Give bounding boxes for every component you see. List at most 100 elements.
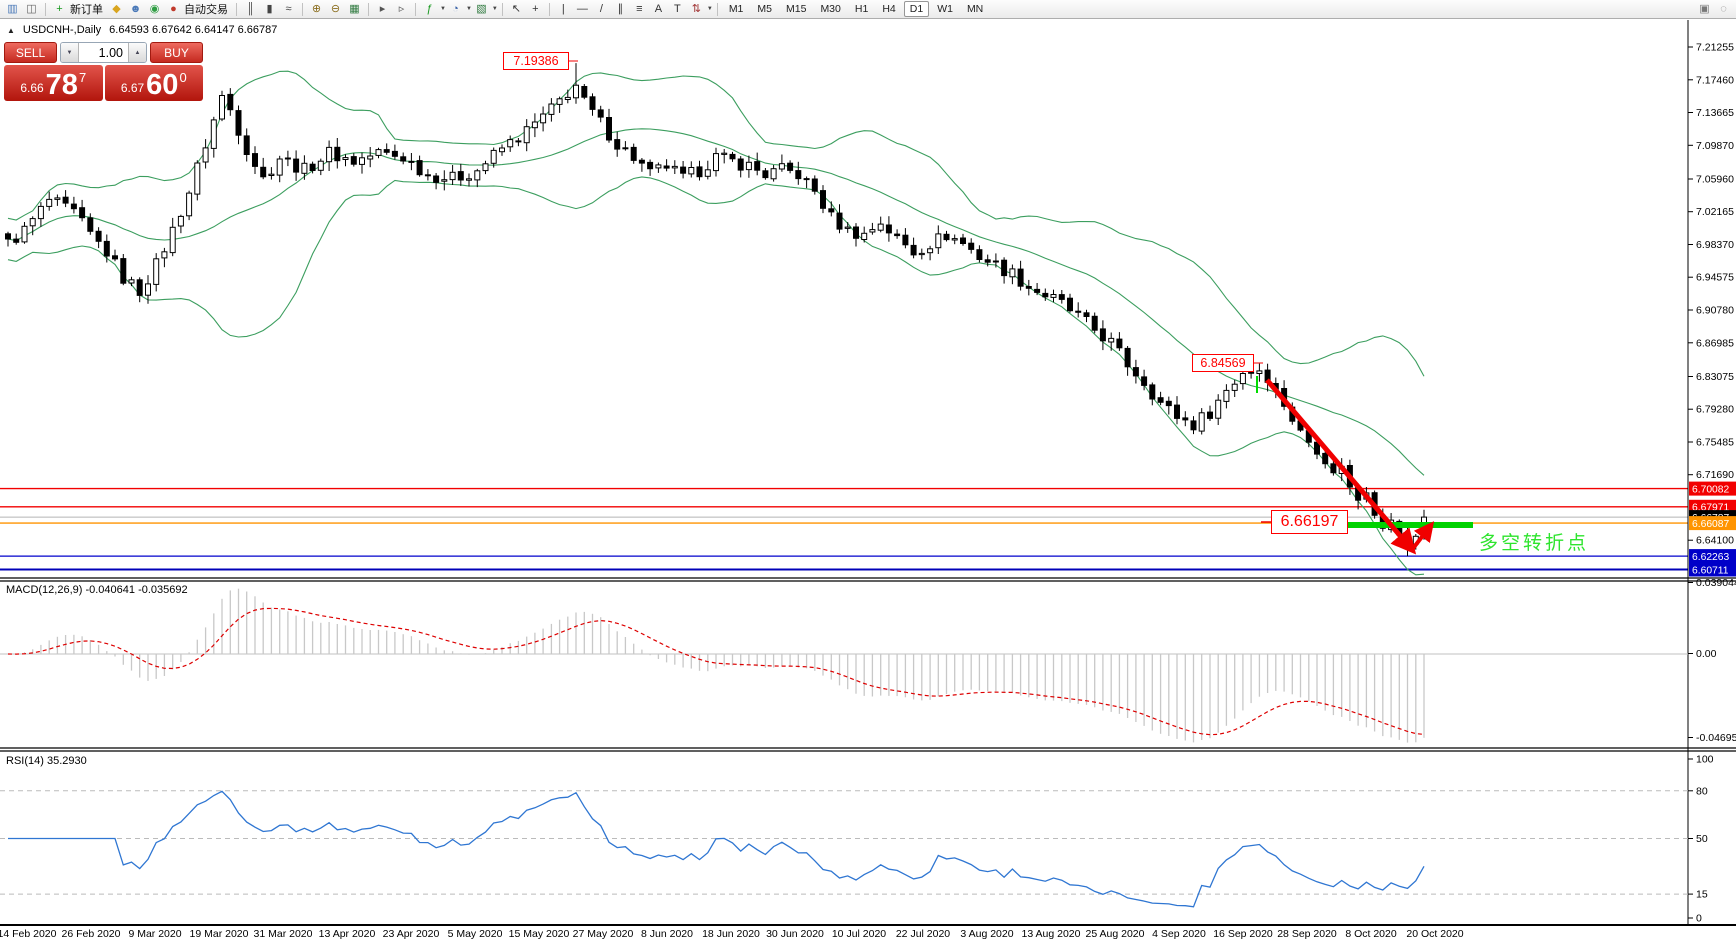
- sell-price-pip: 7: [78, 70, 87, 85]
- svg-text:8 Jun 2020: 8 Jun 2020: [641, 928, 693, 940]
- new-order-icon-label[interactable]: 新订单: [70, 4, 103, 16]
- bar-chart-icon[interactable]: ║: [246, 3, 255, 15]
- rsi-indicator-title: RSI(14) 35.2930: [6, 755, 87, 767]
- zoom-out-icon[interactable]: ⊖: [330, 3, 341, 15]
- periods-icon-dropdown[interactable]: ▼: [465, 6, 472, 12]
- svg-text:9 Mar 2020: 9 Mar 2020: [128, 928, 181, 940]
- cursor-icon[interactable]: ↖: [511, 3, 521, 15]
- svg-text:19 Mar 2020: 19 Mar 2020: [190, 928, 249, 940]
- arrows-icon[interactable]: ⇅: [691, 3, 701, 15]
- svg-text:6.67971: 6.67971: [1692, 503, 1729, 514]
- channel-icon[interactable]: ∥: [617, 3, 624, 15]
- horizontal-line-icon[interactable]: —: [576, 3, 588, 15]
- bounce-arrow[interactable]: [1409, 521, 1435, 553]
- crosshair-icon[interactable]: +: [532, 3, 539, 15]
- timeframe-button-mn[interactable]: MN: [966, 3, 984, 15]
- timeframe-button-m1[interactable]: M1: [728, 3, 744, 15]
- templates-icon[interactable]: ▧: [476, 3, 487, 15]
- svg-text:7.13665: 7.13665: [1696, 107, 1734, 119]
- vertical-line-icon[interactable]: |: [561, 3, 565, 15]
- svg-text:6.79280: 6.79280: [1696, 404, 1734, 416]
- label-icon[interactable]: T: [673, 3, 681, 15]
- fibonacci-icon[interactable]: ≡: [636, 3, 643, 15]
- price-axis: 7.21255 7.17460 7.13665 7.09870 7.05960 7.021…: [1688, 42, 1736, 925]
- lot-size-stepper: ▼ 1.00 ▲: [60, 42, 147, 63]
- data-window-icon[interactable]: ◫: [26, 3, 37, 15]
- lot-decrease-button[interactable]: ▼: [61, 43, 79, 62]
- svg-text:8 Oct 2020: 8 Oct 2020: [1345, 928, 1397, 940]
- market-watch-icon[interactable]: ▥: [7, 3, 18, 15]
- toolbar-separator: [302, 2, 303, 16]
- svg-text:6.94575: 6.94575: [1696, 272, 1734, 284]
- svg-text:7.02165: 7.02165: [1696, 206, 1734, 218]
- candle-chart-icon[interactable]: ▮: [266, 3, 273, 15]
- svg-text:26 Feb 2020: 26 Feb 2020: [62, 928, 121, 940]
- svg-text:18 Jun 2020: 18 Jun 2020: [702, 928, 760, 940]
- svg-text:5 May 2020: 5 May 2020: [448, 928, 503, 940]
- timeframe-button-w1[interactable]: W1: [937, 3, 953, 15]
- svg-text:6.60711: 6.60711: [1692, 565, 1729, 576]
- buy-button[interactable]: BUY: [150, 42, 203, 63]
- experts-icon[interactable]: ☻: [129, 3, 142, 15]
- lot-increase-button[interactable]: ▲: [128, 43, 146, 62]
- svg-text:6.64100: 6.64100: [1696, 535, 1734, 547]
- search-icon[interactable]: ◌: [1720, 3, 1727, 15]
- timeframe-button-h1[interactable]: H1: [854, 3, 869, 15]
- history-center-icon[interactable]: ◆: [112, 3, 121, 15]
- sell-price-display[interactable]: 6.66 78 7: [4, 65, 103, 101]
- zoom-in-icon[interactable]: ⊕: [311, 3, 322, 15]
- svg-text:14 Feb 2020: 14 Feb 2020: [0, 928, 57, 940]
- auto-trading-icon[interactable]: ●: [170, 3, 177, 15]
- svg-text:-0.046959: -0.046959: [1696, 732, 1736, 744]
- symbol-period-label: USDCNH-,Daily: [22, 24, 102, 36]
- svg-text:15 May 2020: 15 May 2020: [509, 928, 570, 940]
- support-price-label[interactable]: 6.66197: [1271, 510, 1348, 534]
- buy-price-main: 60: [146, 69, 179, 101]
- downtrend-arrow[interactable]: [1265, 378, 1417, 555]
- svg-text:3 Aug 2020: 3 Aug 2020: [960, 928, 1013, 940]
- indicators-icon-dropdown[interactable]: ▼: [440, 6, 446, 12]
- tile-windows-icon[interactable]: ▦: [349, 3, 360, 15]
- price-badge: [1689, 562, 1736, 577]
- svg-text:6.86985: 6.86985: [1696, 337, 1734, 349]
- high-price-label[interactable]: 7.19386: [503, 52, 569, 70]
- auto-trading-icon-label[interactable]: 自动交易: [184, 4, 228, 16]
- timeframe-button-m5[interactable]: M5: [757, 3, 772, 15]
- trendline-icon[interactable]: /: [599, 3, 603, 15]
- price-badge: [1689, 549, 1736, 564]
- toolbar-separator: [415, 2, 416, 16]
- swing-high-price-label[interactable]: 6.84569: [1192, 354, 1254, 372]
- signals-icon[interactable]: ◉: [149, 3, 160, 15]
- svg-text:13 Aug 2020: 13 Aug 2020: [1022, 928, 1081, 940]
- buy-price-pip: 0: [179, 70, 187, 85]
- auto-scroll-icon[interactable]: ▸: [379, 3, 386, 15]
- lot-size-input[interactable]: 1.00: [98, 46, 123, 60]
- line-chart-icon[interactable]: ≈: [285, 3, 292, 15]
- sell-button[interactable]: SELL: [4, 42, 57, 63]
- collapse-panel-icon[interactable]: ▲: [7, 25, 15, 35]
- svg-text:30 Jun 2020: 30 Jun 2020: [766, 928, 824, 940]
- svg-text:7.09870: 7.09870: [1696, 140, 1734, 152]
- svg-text:28 Sep 2020: 28 Sep 2020: [1277, 928, 1337, 940]
- chart-shift-icon[interactable]: ▹: [398, 3, 405, 15]
- timeframe-button-h4[interactable]: H4: [882, 3, 896, 15]
- svg-text:10 Jul 2020: 10 Jul 2020: [832, 928, 886, 940]
- buy-price-display[interactable]: 6.67 60 0: [104, 65, 203, 101]
- timeframe-button-m30[interactable]: M30: [820, 3, 841, 15]
- timeframe-button-d1[interactable]: D1: [903, 1, 930, 17]
- periods-icon[interactable]: ◔: [452, 3, 459, 15]
- timeframe-button-m15[interactable]: M15: [786, 3, 807, 15]
- templates-icon-dropdown[interactable]: ▼: [491, 6, 498, 12]
- indicators-icon[interactable]: ƒ: [426, 3, 433, 15]
- text-icon[interactable]: A: [654, 3, 663, 15]
- svg-text:13 Apr 2020: 13 Apr 2020: [319, 928, 376, 940]
- support-highlight-bar[interactable]: [1345, 522, 1473, 528]
- arrows-icon-dropdown[interactable]: ▼: [706, 6, 713, 12]
- sell-price-prefix: 6.66: [20, 81, 44, 95]
- turning-point-annotation[interactable]: 多空转折点: [1479, 533, 1590, 554]
- new-order-icon[interactable]: +: [56, 3, 63, 15]
- svg-text:0.039044: 0.039044: [1696, 577, 1736, 589]
- community-icon[interactable]: ▣: [1699, 3, 1710, 15]
